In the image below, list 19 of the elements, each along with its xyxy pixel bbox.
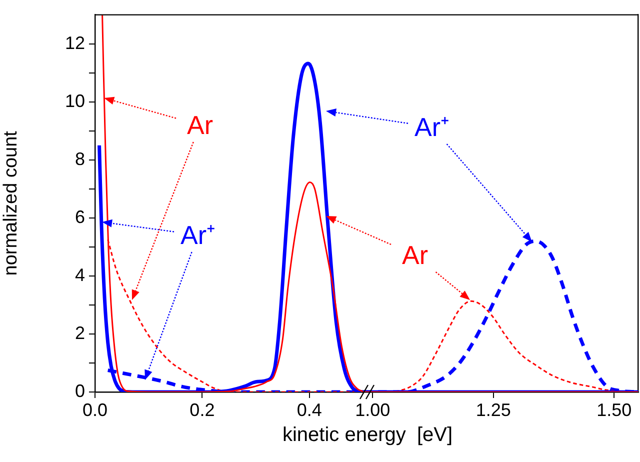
x-axis-title: kinetic energy [eV] [281, 424, 454, 447]
annotation: Ar⁺ [414, 112, 450, 142]
x-tick-label: 1.25 [476, 400, 511, 420]
y-tick-label: 6 [74, 206, 85, 227]
x-tick-label: 1.50 [596, 400, 632, 420]
annotation: Ar [402, 240, 428, 270]
y-tick-label: 2 [74, 322, 85, 343]
y-tick-label: 8 [74, 148, 85, 169]
x-tick-label: 1.00 [355, 400, 390, 420]
annotation: Ar [187, 110, 214, 140]
y-tick-label: 4 [74, 264, 85, 285]
y-tick-label: 12 [64, 32, 85, 53]
y-axis-title: normalized count [0, 130, 22, 276]
x-tick-label: 0.0 [82, 400, 108, 420]
x-tick-label: 0.4 [296, 400, 322, 420]
y-tick-label: 0 [74, 380, 85, 401]
annotation: Ar⁺ [180, 220, 216, 250]
y-tick-label: 10 [64, 90, 85, 111]
x-tick-label: 0.2 [190, 400, 215, 420]
